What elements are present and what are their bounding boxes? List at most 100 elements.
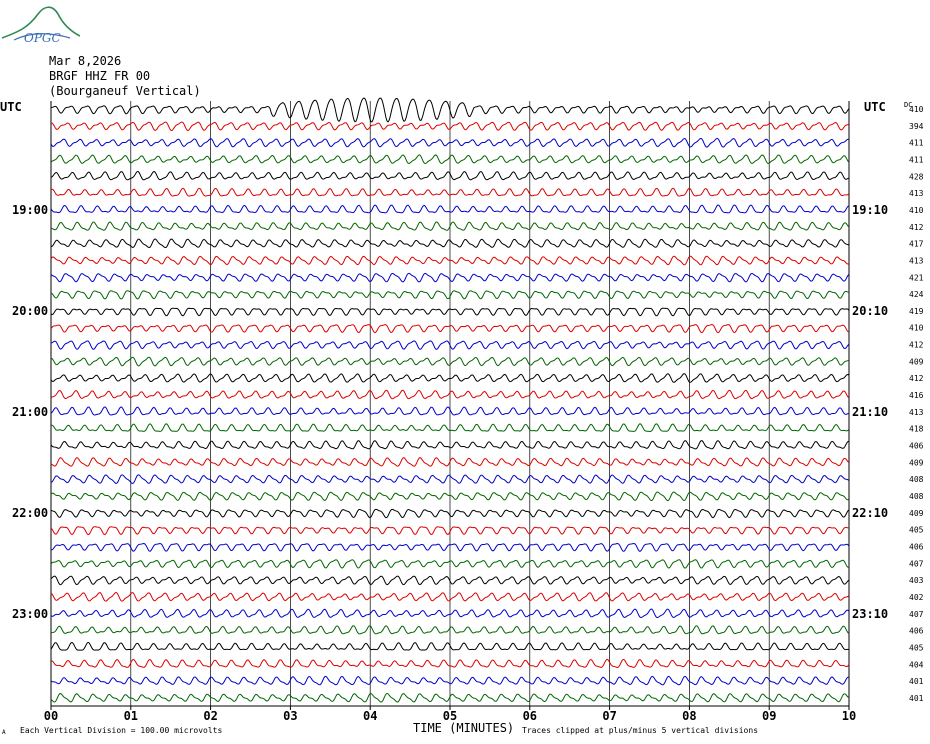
dc-offset-label: 402: [909, 593, 924, 602]
dc-offset-label: 424: [909, 290, 924, 299]
dc-offset-label: 406: [909, 542, 924, 551]
hour-label-right: 22:10: [852, 506, 888, 520]
dc-header-label: DC: [904, 101, 912, 109]
hour-label-right: 23:10: [852, 607, 888, 621]
trace-line: [50, 474, 850, 484]
trace-line: [50, 591, 850, 602]
dc-offset-label: 408: [909, 475, 924, 484]
trace-line: [50, 440, 850, 450]
dc-offset-label: 428: [909, 172, 924, 181]
dc-offset-label: 406: [909, 627, 924, 636]
x-tick-label: 10: [842, 709, 856, 723]
trace-line: [50, 238, 850, 249]
date-label: Mar 8,2026: [49, 54, 122, 68]
trace-line: [50, 272, 850, 283]
dc-offset-label: 407: [909, 610, 924, 619]
trace-line: [50, 154, 850, 165]
x-tick-label: 07: [602, 709, 616, 723]
hour-label-right: 19:10: [852, 203, 888, 217]
dc-offset-label: 410: [909, 105, 924, 114]
x-tick-label: 08: [682, 709, 696, 723]
dc-offset-label: 413: [909, 408, 924, 417]
trace-line: [50, 491, 850, 502]
dc-offset-label: 412: [909, 223, 924, 232]
dc-offset-label: 394: [909, 122, 924, 131]
dc-offset-label: 408: [909, 492, 924, 501]
trace-line: [50, 356, 850, 367]
x-tick-label: 00: [44, 709, 58, 723]
hour-label-left: 22:00: [12, 506, 48, 520]
dc-offset-label: 406: [909, 442, 924, 451]
trace-line: [50, 641, 850, 651]
trace-line: [50, 373, 850, 383]
scale-note: Each Vertical Division = 100.00 microvol…: [20, 726, 222, 735]
x-tick-label: 03: [283, 709, 297, 723]
time-grid: [50, 101, 850, 710]
dc-offset-label: 410: [909, 206, 924, 215]
utc-right-label: UTC: [864, 100, 886, 114]
dc-offset-label: 405: [909, 526, 924, 535]
trace-line: [50, 457, 850, 467]
dc-offset-label: 413: [909, 189, 924, 198]
dc-offset-label: 411: [909, 155, 924, 164]
dc-offset-label: 409: [909, 509, 924, 518]
dc-offset-label: 418: [909, 425, 924, 434]
dc-offset-label: 405: [909, 643, 924, 652]
plot-labels: UTC UTC DC TIME (MINUTES) Each Vertical …: [0, 100, 924, 736]
trace-line: [50, 542, 850, 552]
trace-line: [50, 526, 849, 536]
dc-offset-label: 404: [909, 660, 924, 669]
dc-offset-label: 412: [909, 341, 924, 350]
trace-line: [50, 406, 850, 416]
dc-offset-label: 401: [909, 677, 924, 686]
dc-offset-label: 413: [909, 256, 924, 265]
dc-offset-label: 416: [909, 391, 924, 400]
station-label: BRGF HHZ FR 00: [49, 69, 151, 83]
location-label: (Bourganeuf Vertical): [49, 84, 201, 98]
trace-line: [50, 675, 850, 686]
x-tick-label: 09: [762, 709, 776, 723]
trace-line: [50, 221, 850, 231]
trace-line: [50, 692, 850, 703]
hour-label-left: 20:00: [12, 304, 48, 318]
hour-label-left: 23:00: [12, 607, 48, 621]
trace-line: [50, 170, 850, 181]
dc-offset-label: 412: [909, 374, 924, 383]
trace-line: [50, 307, 850, 317]
dc-offset-label: 417: [909, 240, 924, 249]
trace-line: [50, 97, 850, 123]
dc-offset-label: 401: [909, 694, 924, 703]
dc-offset-label: 409: [909, 357, 924, 366]
dc-offset-label: 419: [909, 307, 924, 316]
x-tick-label: 01: [124, 709, 138, 723]
dc-offset-label: 409: [909, 458, 924, 467]
hour-label-left: 19:00: [12, 203, 48, 217]
dc-offset-label: 407: [909, 559, 924, 568]
dc-offset-label: 421: [909, 273, 924, 282]
trace-line: [50, 137, 850, 148]
trace-line: [50, 423, 850, 432]
dc-offset-label: 411: [909, 139, 924, 148]
logo-swoosh: [13, 33, 71, 41]
logo-mountain: [1, 6, 80, 39]
utc-left-label: UTC: [0, 100, 22, 114]
trace-line: [50, 187, 850, 197]
dc-offset-label: 403: [909, 576, 924, 585]
x-tick-label: 05: [443, 709, 457, 723]
trace-line: [50, 559, 850, 569]
trace-line: [50, 290, 850, 300]
trace-line: [50, 255, 850, 266]
trace-line: [50, 625, 850, 635]
hour-label-right: 21:10: [852, 405, 888, 419]
trace-line: [50, 508, 850, 519]
hour-label-right: 20:10: [852, 304, 888, 318]
trace-line: [50, 324, 850, 334]
trace-line: [50, 389, 850, 400]
time-axis-label: TIME (MINUTES): [413, 721, 514, 735]
dc-offset-label: 410: [909, 324, 924, 333]
logo-text: OPGC: [24, 31, 61, 45]
trace-line: [50, 204, 850, 214]
trace-line: [50, 575, 850, 586]
